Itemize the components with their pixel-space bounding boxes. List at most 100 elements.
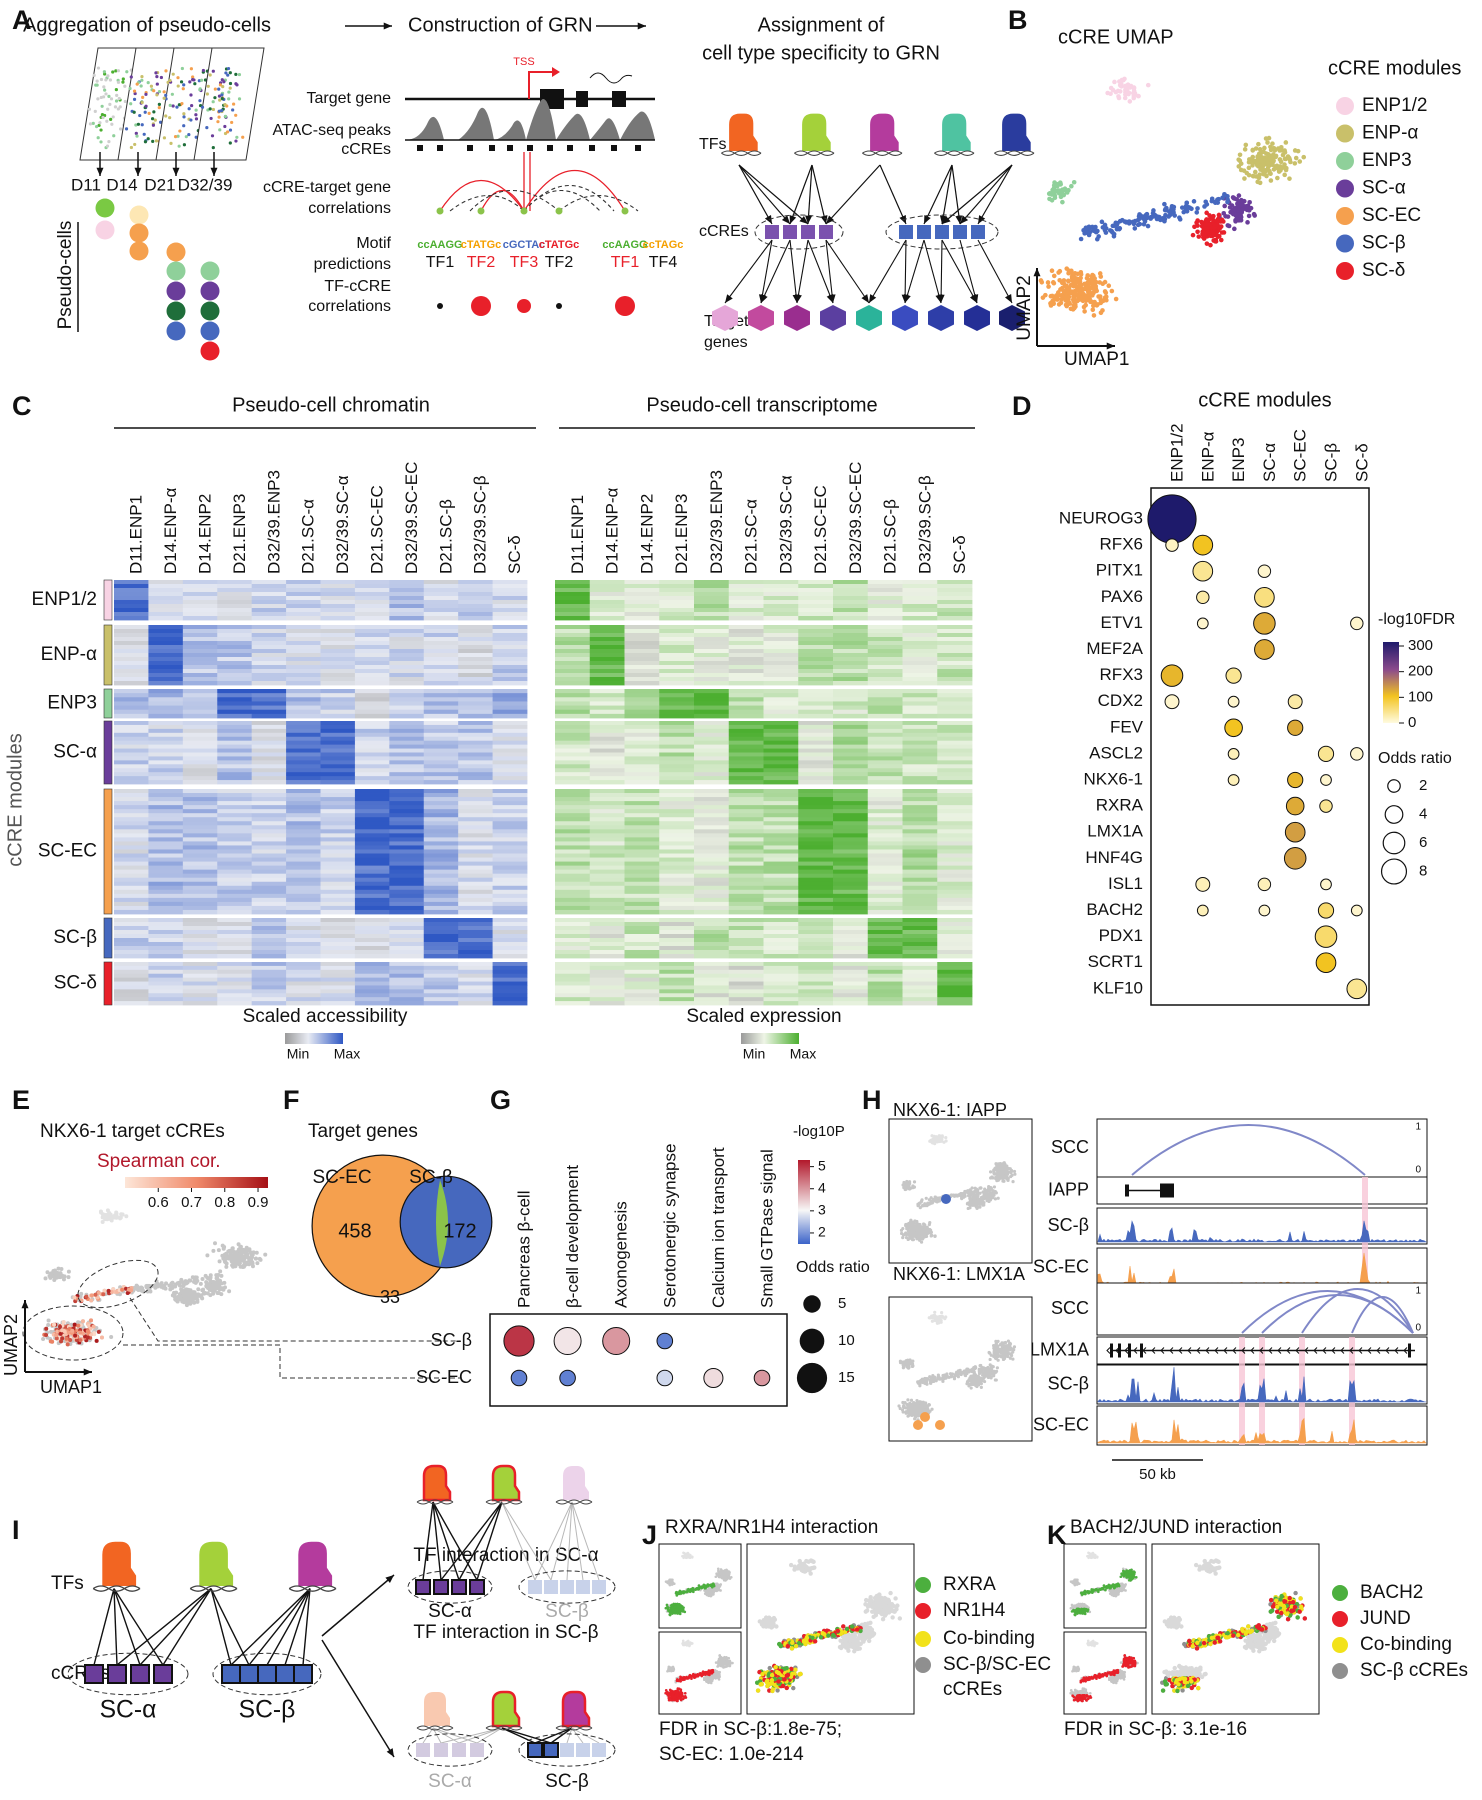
- heat-cell: [217, 905, 253, 911]
- heat-cell: [114, 780, 149, 785]
- heat-cell: [694, 768, 730, 773]
- heat-cell: [937, 962, 973, 967]
- heat-cell: [286, 993, 321, 998]
- heat-cell: [798, 693, 834, 698]
- heat-cell: [902, 989, 938, 994]
- slide-point: [211, 107, 216, 112]
- heat-cell: [389, 981, 425, 986]
- heat-cell: [902, 600, 938, 605]
- heat-cell: [659, 661, 695, 666]
- umap-point: [1243, 142, 1249, 148]
- umap-point: [181, 1293, 186, 1298]
- heat-cell: [354, 629, 390, 634]
- heat-cell: [423, 701, 459, 706]
- heat-cell: [354, 825, 390, 830]
- slide-point: [140, 78, 144, 82]
- heat-cell: [902, 588, 938, 593]
- heat-cell: [589, 938, 625, 943]
- heat-cell: [833, 748, 869, 753]
- heat-cell: [114, 721, 149, 726]
- heat-cell: [659, 789, 695, 794]
- umap-point: [54, 1333, 59, 1338]
- heat-cell: [320, 756, 356, 761]
- heat-cell: [458, 869, 493, 875]
- heat-cell: [286, 837, 321, 842]
- heat-cell: [937, 612, 973, 617]
- umap-point: [1050, 280, 1056, 285]
- heat-cell: [624, 629, 660, 634]
- tick-label: 200: [1408, 663, 1433, 680]
- dot: [1227, 695, 1240, 708]
- slide-point: [175, 105, 179, 109]
- heat-cell: [763, 697, 799, 702]
- heat-cell: [320, 625, 356, 630]
- heat-cell: [694, 873, 730, 879]
- heat-cell: [728, 938, 764, 943]
- label: correlations: [308, 200, 391, 217]
- heat-cell: [902, 950, 938, 955]
- panel-label: D: [1012, 391, 1032, 421]
- heat-cell: [217, 748, 253, 753]
- heat-cell: [937, 789, 973, 794]
- heat-cell: [114, 821, 149, 826]
- heat-cell: [833, 977, 869, 982]
- heat-cell: [217, 1001, 253, 1006]
- heat-cell: [659, 965, 695, 971]
- arrow: [825, 164, 881, 225]
- heat-cell: [624, 633, 660, 638]
- heat-cell: [867, 600, 903, 605]
- heat-cell: [458, 608, 493, 613]
- heat-cell: [458, 922, 493, 927]
- heat-cell: [694, 881, 730, 887]
- heat-cell: [763, 985, 799, 990]
- heat-cell: [251, 849, 287, 854]
- heat-cell: [902, 616, 938, 621]
- heat-cell: [182, 905, 218, 911]
- heat-cell: [389, 633, 425, 638]
- heat-cell: [798, 813, 834, 818]
- heat-cell: [555, 997, 591, 1002]
- heat-cell: [423, 789, 459, 794]
- heat-cell: [798, 869, 834, 875]
- slide-point: [171, 72, 175, 76]
- heat-cell: [148, 981, 184, 986]
- heat-cell: [114, 697, 149, 702]
- heat-cell: [728, 649, 764, 654]
- plot-frame: [1150, 487, 1370, 1006]
- umap-point: [1131, 221, 1137, 227]
- arrow: [940, 239, 943, 304]
- heat-cell: [286, 653, 321, 658]
- heat-cell: [217, 596, 253, 601]
- slide-point: [237, 97, 242, 101]
- heat-cell: [763, 938, 799, 943]
- heat-cell: [251, 608, 287, 613]
- heat-cell: [798, 993, 834, 998]
- heat-cell: [217, 780, 253, 785]
- heat-cell: [798, 697, 834, 702]
- umap-point: [1154, 216, 1160, 222]
- heat-cell: [114, 724, 149, 730]
- heat-cell: [833, 596, 869, 601]
- heat-cell: [182, 950, 218, 955]
- heat-cell: [659, 657, 695, 662]
- heat-cell: [114, 665, 149, 670]
- ccre-box: [801, 225, 815, 239]
- heat-cell: [458, 580, 493, 585]
- heat-cell: [589, 821, 625, 826]
- heat-cell: [251, 909, 287, 915]
- umap-point: [218, 1278, 223, 1283]
- heat-cell: [423, 588, 459, 593]
- row-label: NKX6-1: [1083, 769, 1143, 788]
- heat-cell: [659, 689, 695, 694]
- umap-point: [1077, 295, 1083, 301]
- heat-cell: [148, 946, 184, 951]
- heat-cell: [251, 705, 287, 711]
- legend-swatch: [1336, 152, 1354, 170]
- heat-cell: [458, 693, 493, 698]
- size-legend: [1380, 858, 1408, 885]
- heat-cell: [659, 721, 695, 726]
- umap-point: [68, 1337, 73, 1342]
- heat-cell: [423, 689, 459, 694]
- column-label: D14.ENP-α: [161, 487, 180, 574]
- heat-cell: [389, 649, 425, 654]
